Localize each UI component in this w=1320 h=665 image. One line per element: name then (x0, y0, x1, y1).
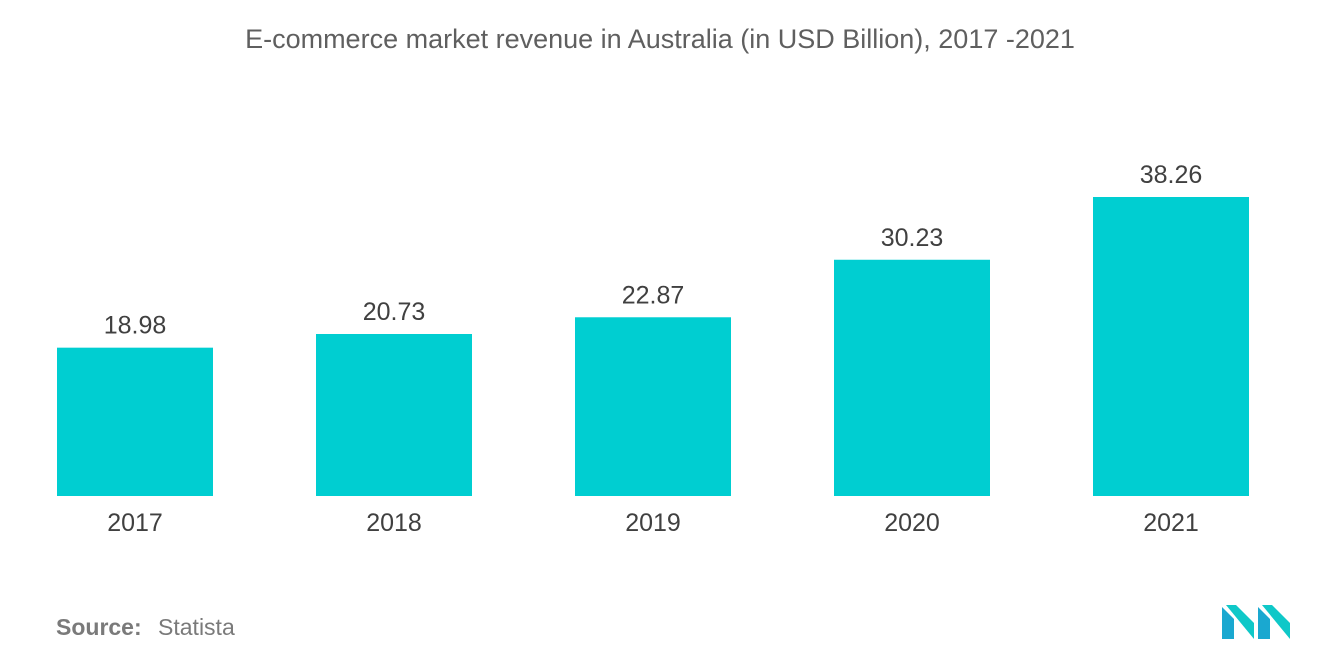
chart-title: E-commerce market revenue in Australia (… (245, 24, 1075, 54)
bar-2021 (1093, 197, 1249, 496)
x-tick-label-2019: 2019 (625, 509, 681, 537)
x-tick-label-2018: 2018 (366, 509, 422, 537)
bar-value-label-2019: 22.87 (622, 281, 685, 309)
bar-value-label-2021: 38.26 (1140, 161, 1203, 189)
bar-chart: 18.98 2017 20.73 2018 22.87 2019 30.23 2020 38.2… (57, 161, 1249, 537)
bar-2019 (575, 317, 731, 496)
bar-2017 (57, 347, 213, 496)
source-value: Statista (158, 614, 235, 640)
bar-2020 (834, 259, 990, 496)
mordor-intelligence-logo-icon (1222, 605, 1290, 639)
x-tick-label-2020: 2020 (884, 509, 940, 537)
bar-value-label-2020: 30.23 (881, 224, 944, 252)
bar-2018 (316, 333, 472, 496)
bar-value-label-2018: 20.73 (363, 298, 426, 326)
source-label: Source: (56, 614, 142, 640)
x-tick-label-2017: 2017 (107, 509, 163, 537)
x-tick-label-2021: 2021 (1143, 509, 1199, 537)
source-note: Source: Statista (56, 614, 235, 641)
bar-value-label-2017: 18.98 (104, 312, 167, 340)
